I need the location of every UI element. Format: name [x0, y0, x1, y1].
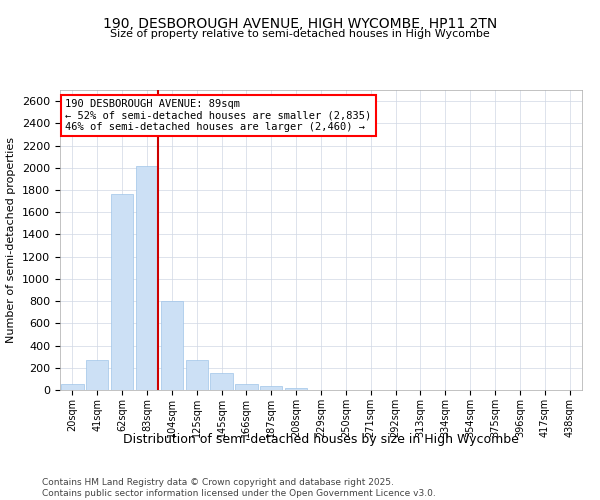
Bar — [260, 386, 283, 390]
Bar — [136, 166, 158, 390]
Text: Distribution of semi-detached houses by size in High Wycombe: Distribution of semi-detached houses by … — [123, 432, 519, 446]
Text: 190 DESBOROUGH AVENUE: 89sqm
← 52% of semi-detached houses are smaller (2,835)
4: 190 DESBOROUGH AVENUE: 89sqm ← 52% of se… — [65, 99, 371, 132]
Text: Size of property relative to semi-detached houses in High Wycombe: Size of property relative to semi-detach… — [110, 29, 490, 39]
Bar — [61, 384, 83, 390]
Y-axis label: Number of semi-detached properties: Number of semi-detached properties — [7, 137, 16, 343]
Bar — [161, 301, 183, 390]
Bar — [211, 373, 233, 390]
Bar — [86, 360, 109, 390]
Text: Contains HM Land Registry data © Crown copyright and database right 2025.
Contai: Contains HM Land Registry data © Crown c… — [42, 478, 436, 498]
Bar — [285, 388, 307, 390]
Bar — [235, 384, 257, 390]
Text: 190, DESBOROUGH AVENUE, HIGH WYCOMBE, HP11 2TN: 190, DESBOROUGH AVENUE, HIGH WYCOMBE, HP… — [103, 18, 497, 32]
Bar — [111, 194, 133, 390]
Bar — [185, 360, 208, 390]
